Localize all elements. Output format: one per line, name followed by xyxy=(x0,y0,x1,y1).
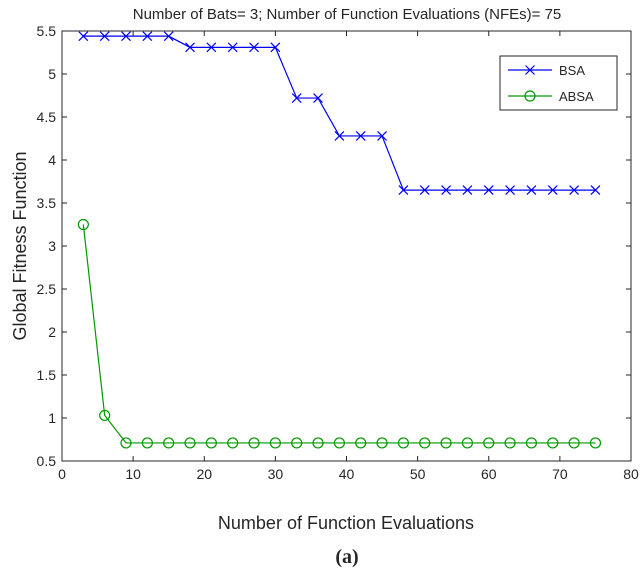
x-marker xyxy=(355,130,366,141)
y-tick-label: 5.5 xyxy=(37,23,57,39)
x-tick-label: 40 xyxy=(339,466,355,482)
x-marker xyxy=(505,185,516,196)
legend: BSA ABSA xyxy=(499,55,618,111)
circle-marker xyxy=(163,437,175,449)
circle-marker xyxy=(227,437,239,449)
y-tick-label: 2 xyxy=(48,324,56,340)
x-marker xyxy=(525,65,535,75)
series-line xyxy=(82,224,596,444)
y-tick-label: 0.5 xyxy=(37,453,57,469)
circle-marker xyxy=(248,437,260,449)
circle-marker xyxy=(312,437,324,449)
circle-marker xyxy=(376,437,388,449)
y-tick-label: 1 xyxy=(48,410,56,426)
x-tick-label: 70 xyxy=(552,466,568,482)
series-bsa xyxy=(78,31,601,196)
x-marker xyxy=(163,31,174,42)
circle-marker xyxy=(141,437,153,449)
circle-marker xyxy=(355,437,367,449)
circle-marker xyxy=(525,437,538,449)
circle-marker xyxy=(333,437,345,449)
circle-marker xyxy=(205,437,217,449)
x-marker xyxy=(526,185,537,196)
x-marker xyxy=(334,130,345,141)
legend-label: ABSA xyxy=(559,89,594,104)
x-tick-label: 0 xyxy=(58,466,66,482)
circle-marker xyxy=(589,437,602,449)
legend-box xyxy=(499,55,618,111)
x-marker xyxy=(142,31,153,42)
x-marker xyxy=(313,93,323,104)
x-tick-label: 20 xyxy=(196,466,212,482)
circle-marker xyxy=(99,409,111,422)
x-marker xyxy=(398,185,409,196)
x-marker xyxy=(590,185,601,196)
x-marker xyxy=(483,185,494,196)
series-absa xyxy=(77,218,602,449)
legend-label: BSA xyxy=(559,63,585,78)
circle-marker xyxy=(547,437,559,449)
chart-title: Number of Bats= 3; Number of Function Ev… xyxy=(133,6,562,23)
x-marker xyxy=(206,42,217,53)
y-tick-label: 5 xyxy=(48,66,56,82)
x-marker xyxy=(547,185,558,196)
circle-marker xyxy=(461,437,474,449)
circle-marker xyxy=(440,437,452,449)
circle-marker xyxy=(77,218,89,231)
x-marker xyxy=(569,185,580,196)
x-marker xyxy=(227,42,238,53)
x-tick-label: 50 xyxy=(410,466,426,482)
legend-entry: ABSA xyxy=(508,89,594,104)
y-tick-label: 4.5 xyxy=(37,109,57,125)
x-marker xyxy=(185,42,195,53)
x-marker xyxy=(99,31,110,42)
circle-marker xyxy=(120,437,132,449)
circle-marker xyxy=(568,437,580,449)
series-layer xyxy=(77,31,602,449)
circle-marker xyxy=(504,437,516,449)
panel-label: (a) xyxy=(335,546,358,568)
x-marker xyxy=(441,185,451,196)
x-marker xyxy=(270,42,281,53)
x-axis-label: Number of Function Evaluations xyxy=(218,513,474,533)
x-tick-label: 60 xyxy=(481,466,497,482)
x-tick-label: 30 xyxy=(268,466,284,482)
x-marker xyxy=(462,185,473,196)
y-tick-label: 3.5 xyxy=(37,195,57,211)
circle-marker xyxy=(419,437,431,449)
x-tick-label: 10 xyxy=(125,466,141,482)
legend-entry: BSA xyxy=(508,63,585,78)
circle-marker xyxy=(483,437,495,449)
y-tick-label: 2.5 xyxy=(37,281,57,297)
y-axis-label: Global Fitness Function xyxy=(10,151,30,340)
circle-marker xyxy=(397,437,409,449)
y-tick-label: 4 xyxy=(48,152,56,168)
axis-ticks: 0 10 20 30 40 50 60 70 80 0.5 1 1.5 2 2.5 3 3.5 4 4.5 5 5.5 xyxy=(37,23,639,482)
circle-marker xyxy=(269,437,281,449)
circle-marker xyxy=(291,437,303,449)
circle-marker xyxy=(184,437,196,449)
y-tick-label: 3 xyxy=(48,238,56,254)
x-marker xyxy=(121,31,131,42)
x-tick-label: 80 xyxy=(623,466,639,482)
circle-marker xyxy=(524,90,536,102)
x-marker xyxy=(419,185,430,196)
y-tick-label: 1.5 xyxy=(37,367,57,383)
x-marker xyxy=(377,130,387,141)
x-marker xyxy=(78,31,89,42)
x-marker xyxy=(291,93,302,104)
x-marker xyxy=(249,42,259,53)
plot-area-frame xyxy=(61,30,632,462)
